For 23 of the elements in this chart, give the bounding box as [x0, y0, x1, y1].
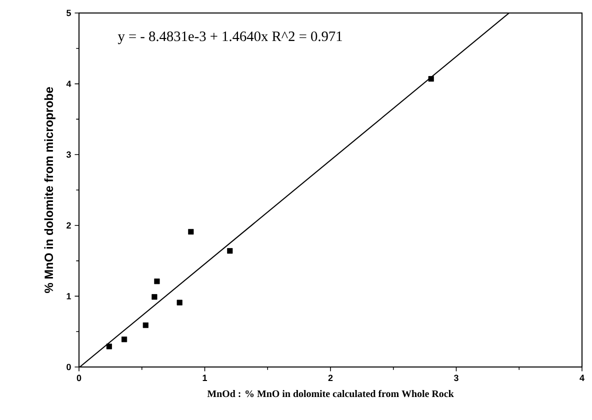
x-tick-label: 3 — [454, 374, 458, 382]
y-tick-label: 3 — [66, 151, 71, 158]
point — [142, 322, 148, 328]
x-tick-label: 4 — [580, 374, 584, 381]
x-tick-label: 2 — [328, 374, 333, 382]
point — [154, 278, 160, 284]
x-tick-label: 0 — [76, 374, 82, 382]
point — [152, 294, 158, 300]
y-tick-label: 2 — [66, 222, 71, 229]
point — [121, 336, 128, 342]
y-tick-label: 4 — [66, 80, 72, 87]
point — [188, 228, 194, 235]
point — [106, 344, 112, 350]
y-tick-label: 5 — [66, 10, 71, 16]
point — [176, 300, 182, 306]
y-tick-label: 0 — [66, 364, 71, 370]
point — [227, 248, 233, 254]
point — [428, 76, 434, 82]
y-axis-title: % MnO in dolomite from microprobe — [44, 87, 56, 293]
x-axis-title: MnOd : % MnO in dolomite calculated from Whole Rock — [207, 390, 454, 398]
y-tick-label: 1 — [66, 293, 71, 300]
annotation: y = - 8.4831e-3 + 1.4640x R^2 = 0.971 — [118, 31, 342, 44]
x-tick-label: 1 — [202, 374, 207, 381]
